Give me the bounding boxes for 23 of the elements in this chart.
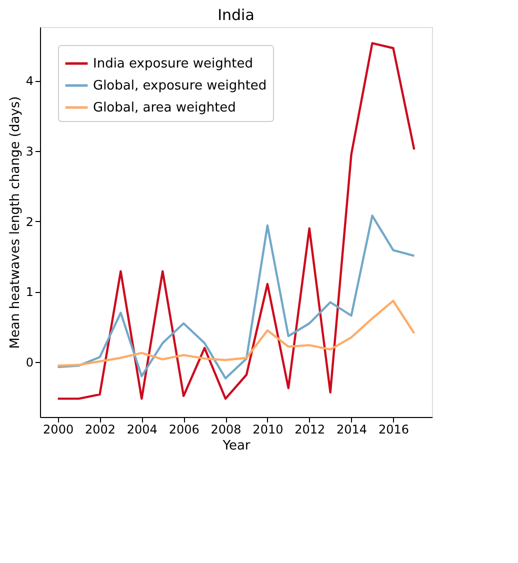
x-tick-label: 2012 — [294, 422, 326, 436]
y-tick-label: 0 — [26, 356, 34, 370]
y-tick-label: 1 — [26, 285, 34, 300]
x-tick-label: 2008 — [210, 422, 242, 436]
legend-label: Global, exposure weighted — [93, 78, 267, 94]
y-tick-label: 4 — [26, 74, 34, 88]
y-tick-label: 3 — [26, 144, 34, 158]
y-tick-label: 2 — [26, 214, 34, 229]
y-axis-title: Mean heatwaves length change (days) — [8, 96, 23, 349]
x-tick-label: 2002 — [84, 422, 116, 436]
x-tick-label: 2006 — [168, 422, 200, 436]
x-tick-label: 2014 — [336, 422, 368, 436]
legend-label: Global, area weighted — [93, 100, 236, 116]
line-series — [56, 42, 416, 400]
x-tick-label: 2016 — [378, 422, 409, 436]
legend-label: India exposure weighted — [93, 56, 253, 72]
chart-title: India — [218, 6, 254, 24]
x-tick-label: 2010 — [252, 422, 284, 436]
x-tick-label: 2004 — [126, 422, 158, 436]
x-tick-label: 2000 — [43, 422, 74, 436]
line-series — [56, 214, 416, 380]
x-axis-title: Year — [222, 438, 251, 454]
line-series — [56, 300, 416, 367]
